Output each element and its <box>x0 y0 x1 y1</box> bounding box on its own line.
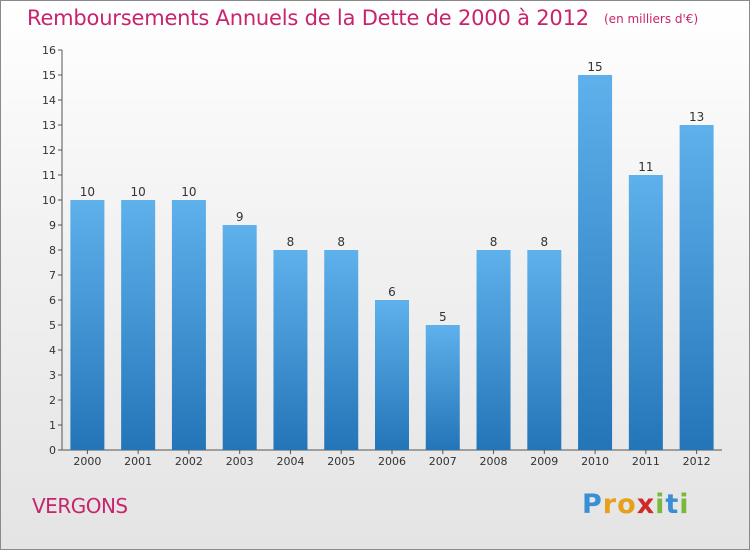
data-label: 11 <box>638 160 653 174</box>
proxiti-logo: Proxiti <box>582 489 690 520</box>
bar-2006 <box>375 300 409 450</box>
y-tick-label: 0 <box>49 444 56 457</box>
chart-unit: (en milliers d'€) <box>604 12 699 26</box>
y-tick-label: 2 <box>49 394 56 407</box>
y-tick-label: 12 <box>42 144 56 157</box>
logo-letter: r <box>602 489 618 520</box>
logo-letter: i <box>679 489 690 520</box>
y-tick-label: 6 <box>49 294 56 307</box>
y-tick-label: 8 <box>49 244 56 257</box>
x-tick-label: 2000 <box>73 455 101 468</box>
data-label: 10 <box>181 185 196 199</box>
bar-2008 <box>476 250 511 450</box>
data-label: 8 <box>287 235 295 249</box>
bar-2003 <box>222 225 257 450</box>
bar-2002 <box>171 200 206 450</box>
x-tick-label: 2008 <box>480 455 508 468</box>
x-tick-label: 2003 <box>226 455 254 468</box>
bar-2007 <box>425 325 460 450</box>
y-tick-label: 16 <box>42 44 56 57</box>
bar-2004 <box>273 250 308 450</box>
data-label: 6 <box>388 285 396 299</box>
bar-2009 <box>527 250 562 450</box>
logo-letter: P <box>582 489 603 520</box>
y-tick-label: 10 <box>42 194 56 207</box>
logo-letter: t <box>665 489 680 520</box>
bar-2005 <box>324 250 359 450</box>
data-label: 10 <box>131 185 146 199</box>
y-tick-label: 4 <box>49 344 56 357</box>
logo-letter: x <box>636 489 656 520</box>
x-tick-label: 2005 <box>327 455 355 468</box>
data-label: 8 <box>337 235 345 249</box>
bar-2001 <box>121 200 156 450</box>
x-tick-label: 2012 <box>683 455 711 468</box>
bar-2010 <box>578 75 613 450</box>
y-tick-label: 11 <box>42 169 56 182</box>
chart-title-text: Remboursements Annuels de la Dette de 20… <box>27 6 589 30</box>
y-tick-label: 1 <box>49 419 56 432</box>
data-label: 10 <box>80 185 95 199</box>
x-tick-label: 2004 <box>276 455 304 468</box>
logo-letter: o <box>617 489 637 520</box>
commune-name: VERGONS <box>32 494 128 518</box>
bar-2000 <box>70 200 105 450</box>
x-tick-label: 2002 <box>175 455 203 468</box>
data-label: 15 <box>587 60 602 74</box>
x-tick-label: 2010 <box>581 455 609 468</box>
y-tick-label: 7 <box>49 269 56 282</box>
bar-2012 <box>679 125 714 450</box>
x-tick-label: 2007 <box>429 455 457 468</box>
x-tick-label: 2009 <box>530 455 558 468</box>
data-label: 5 <box>439 310 447 324</box>
y-tick-label: 15 <box>42 69 56 82</box>
data-label: 13 <box>689 110 704 124</box>
x-tick-label: 2011 <box>632 455 660 468</box>
y-tick-label: 5 <box>49 319 56 332</box>
y-tick-label: 3 <box>49 369 56 382</box>
data-label: 8 <box>540 235 548 249</box>
y-tick-label: 13 <box>42 119 56 132</box>
y-tick-label: 14 <box>42 94 56 107</box>
y-tick-label: 9 <box>49 219 56 232</box>
data-label: 8 <box>490 235 498 249</box>
x-tick-label: 2006 <box>378 455 406 468</box>
bar-2011 <box>628 175 663 450</box>
x-tick-label: 2001 <box>124 455 152 468</box>
logo-letter: i <box>655 489 666 520</box>
data-label: 9 <box>236 210 244 224</box>
chart-title: Remboursements Annuels de la Dette de 20… <box>27 6 698 30</box>
